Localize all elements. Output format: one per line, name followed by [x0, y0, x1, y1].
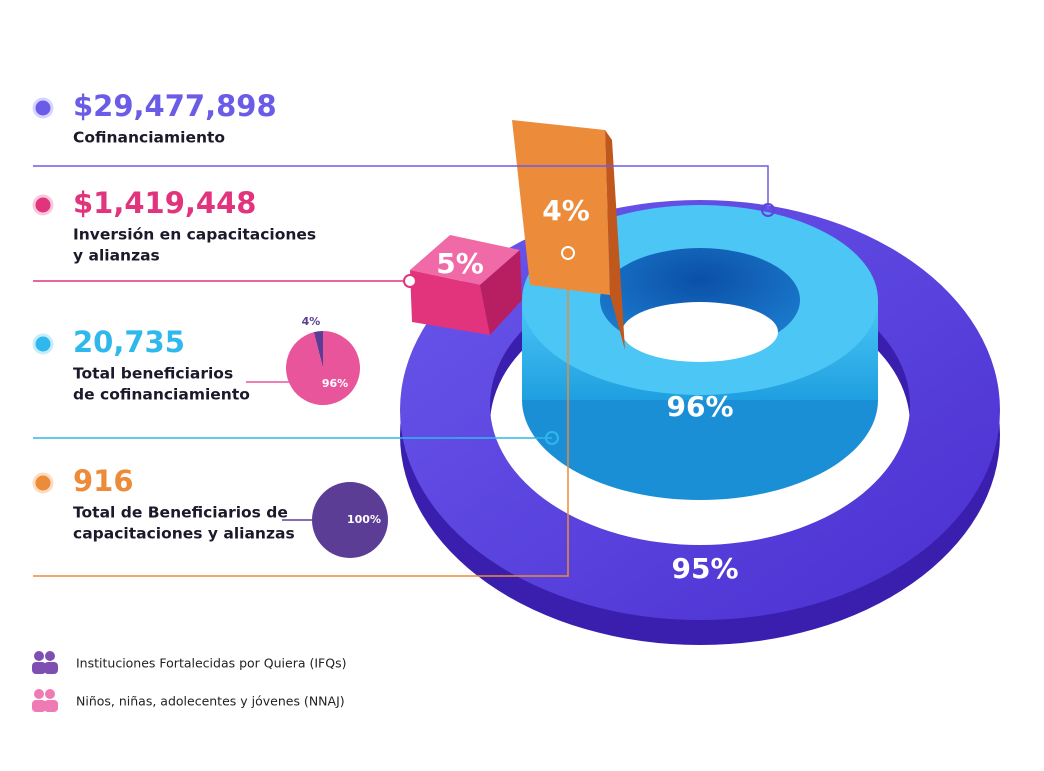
pie-slice [312, 482, 388, 558]
item-label: Cofinanciamiento [73, 129, 225, 147]
anchor [545, 431, 559, 445]
anchor [561, 246, 575, 260]
legend-entry: Instituciones Fortalecidas por Quiera (I… [76, 656, 346, 671]
amount: $29,477,898 [73, 89, 277, 123]
item-label: capacitaciones y alianzas [73, 525, 295, 543]
icon-ifq [32, 651, 58, 674]
cube-front [410, 270, 490, 335]
cube-side [480, 250, 522, 335]
pie-slice [286, 331, 361, 405]
pie-label: 4% [302, 315, 321, 328]
line-orange [33, 253, 569, 577]
legend-entry: Niños, niñas, adolecentes y jóvenes (NNA… [76, 694, 345, 709]
cube-label: 5% [436, 247, 484, 280]
pie-label: 100% [347, 513, 381, 526]
pie-label: 96% [322, 377, 348, 390]
inner-ring-label: 96% [666, 390, 733, 423]
anchor [403, 274, 417, 288]
cube-top [410, 235, 520, 285]
bullet [32, 472, 54, 494]
bullet [32, 333, 54, 355]
item-label: de cofinanciamiento [73, 386, 250, 404]
amount: 20,735 [73, 325, 185, 359]
item-label: y alianzas [73, 247, 160, 265]
amount: $1,419,448 [73, 186, 256, 220]
inner-ring-hole-bottom [622, 302, 778, 362]
pie-slice [313, 331, 323, 368]
bar-side [605, 130, 625, 350]
anchor [761, 203, 775, 217]
outer-ring-label: 95% [671, 552, 738, 585]
item-label: Inversión en capacitaciones [73, 226, 316, 244]
icon-nnaj [32, 689, 58, 712]
item-label: Total beneficiarios [73, 365, 233, 383]
bar-label: 4% [542, 194, 590, 227]
bar-front [512, 120, 610, 295]
line-purple [33, 165, 769, 210]
bullet [32, 194, 54, 216]
amount: 916 [73, 464, 134, 498]
item-label: Total de Beneficiarios de [73, 504, 288, 522]
bullet [32, 97, 54, 119]
